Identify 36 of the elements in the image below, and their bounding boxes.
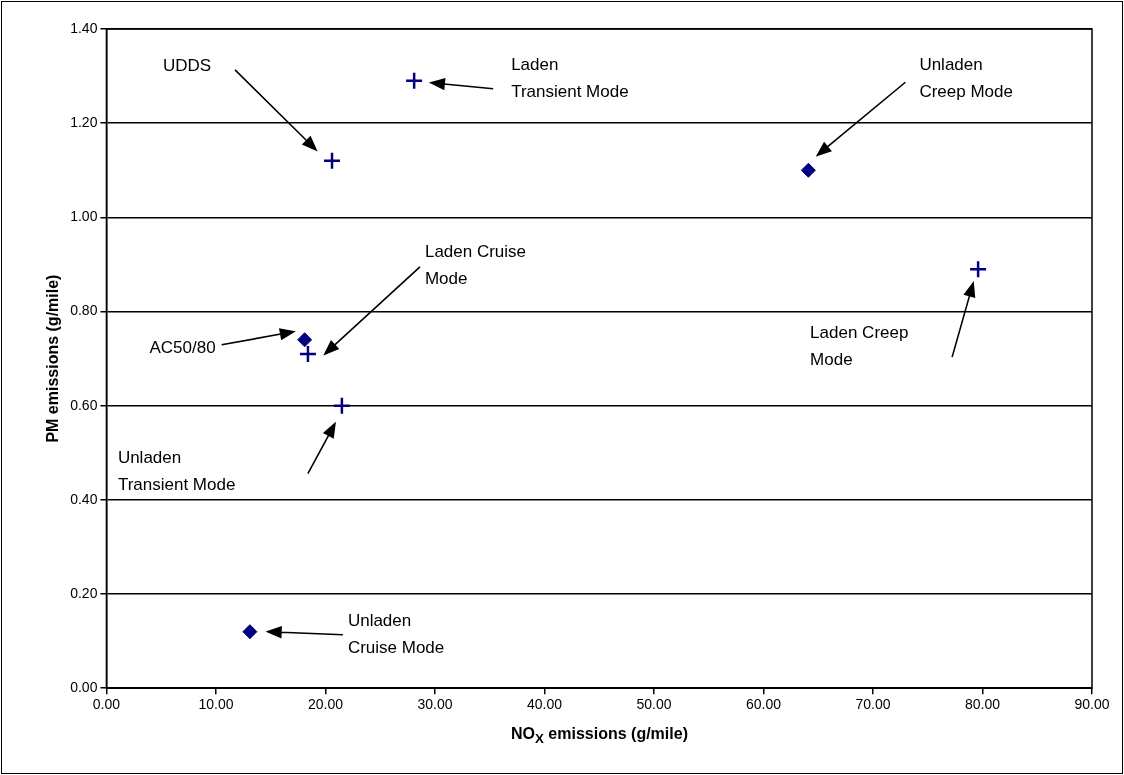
x-tick-label: 80.00	[964, 696, 1001, 713]
annotation: Unladen Transient Mode	[117, 448, 236, 495]
point	[297, 332, 313, 348]
x-tick-label: 40.00	[526, 696, 563, 713]
y-axis-title: PM emissions (g/mile)	[44, 274, 62, 443]
point	[298, 344, 318, 364]
annotation: Laden Creep Mode	[810, 322, 909, 369]
y-tick-label: 0.40	[70, 490, 98, 507]
x-tick-label: 10.00	[198, 696, 234, 713]
point	[404, 71, 424, 91]
y-tick-label: 0.20	[70, 584, 98, 601]
x-tick-label: 20.00	[307, 696, 344, 713]
x-axis-title: NO$_{X}$ emissions (g/mile)	[510, 725, 689, 747]
y-tick-label: 0.00	[70, 679, 98, 696]
point	[968, 259, 988, 279]
y-tick-label: 1.40	[70, 19, 98, 36]
x-tick-label: 70.00	[855, 696, 891, 713]
y-tick-label: 0.60	[70, 396, 98, 413]
annotation: UDDS	[163, 55, 212, 75]
x-tick-label: 0.00	[92, 696, 121, 713]
y-tick-label: 1.00	[70, 208, 98, 225]
y-tick-label: 0.80	[70, 302, 98, 319]
x-tick-label: 90.00	[1074, 696, 1110, 713]
annotation: Unladen Creep Mode	[919, 54, 1013, 101]
point	[800, 162, 816, 178]
y-tick-label: 1.20	[70, 114, 98, 131]
annotation: Unladen Cruise Mode	[347, 611, 445, 658]
x-tick-label: 30.00	[417, 696, 453, 713]
annotation: Laden Cruise Mode	[424, 241, 527, 288]
point	[322, 151, 342, 171]
annotation: Laden Transient Mode	[511, 55, 629, 102]
x-tick-label: 60.00	[745, 696, 782, 713]
point	[332, 396, 352, 415]
annotation: AC50/80	[149, 338, 216, 358]
point	[242, 624, 258, 640]
x-tick-label: 50.00	[636, 696, 672, 713]
